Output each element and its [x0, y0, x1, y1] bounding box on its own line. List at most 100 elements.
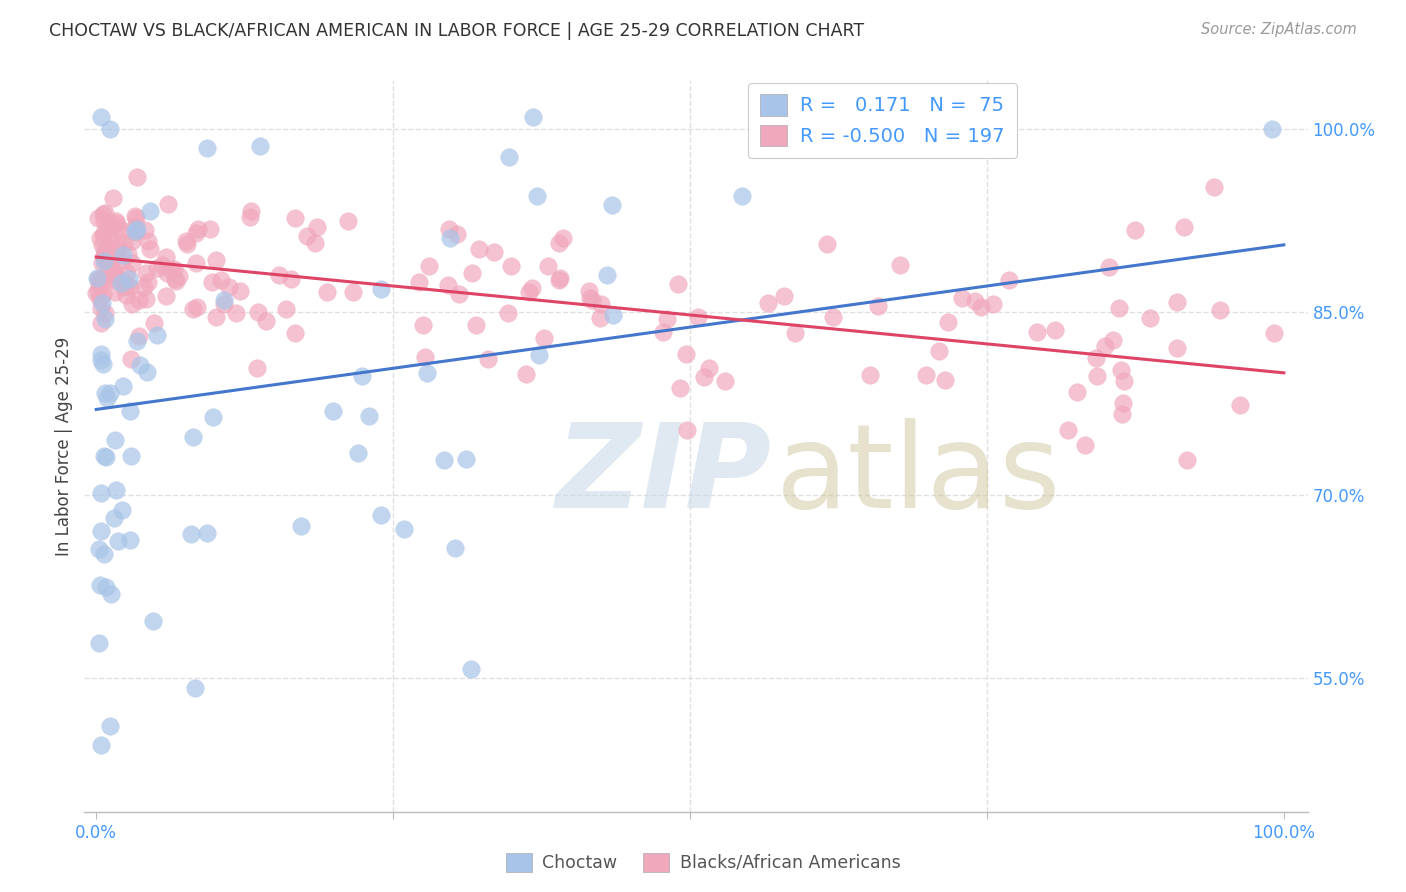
Point	[111, 254, 134, 268]
Point	[1166, 341, 1188, 355]
Point	[89, 578, 111, 592]
Point	[93, 449, 115, 463]
Point	[89, 273, 111, 287]
Point	[290, 518, 312, 533]
Point	[499, 259, 522, 273]
Point	[408, 275, 430, 289]
Point	[578, 291, 600, 305]
Point	[115, 288, 138, 302]
Point	[142, 614, 165, 628]
Point	[87, 211, 110, 226]
Point	[394, 522, 416, 536]
Point	[124, 210, 146, 224]
Point	[1057, 423, 1080, 437]
Point	[93, 214, 115, 228]
Point	[111, 222, 134, 236]
Point	[675, 347, 697, 361]
Point	[581, 293, 603, 308]
Point	[1098, 260, 1121, 274]
Point	[316, 285, 339, 299]
Point	[304, 235, 326, 250]
Point	[94, 205, 117, 219]
Point	[110, 276, 132, 290]
Point	[176, 236, 198, 251]
Point	[269, 268, 291, 283]
Point	[205, 253, 228, 268]
Point	[198, 222, 221, 236]
Point	[1066, 384, 1088, 399]
Point	[93, 357, 115, 371]
Point	[437, 222, 460, 236]
Point	[98, 254, 121, 268]
Point	[1109, 363, 1132, 377]
Point	[104, 433, 127, 447]
Point	[418, 259, 440, 273]
Point	[94, 244, 117, 258]
Point	[676, 423, 699, 437]
Point	[730, 189, 752, 203]
Point	[104, 213, 127, 227]
Point	[90, 316, 112, 330]
Point	[467, 243, 489, 257]
Point	[86, 271, 108, 285]
Point	[180, 526, 202, 541]
Point	[370, 508, 392, 523]
Point	[950, 291, 973, 305]
Point	[482, 245, 505, 260]
Point	[186, 226, 208, 240]
Point	[112, 236, 135, 251]
Point	[1173, 220, 1195, 235]
Point	[889, 258, 911, 272]
Point	[1123, 222, 1146, 236]
Point	[548, 273, 571, 287]
Point	[163, 262, 186, 277]
Point	[246, 305, 269, 319]
Point	[280, 272, 302, 286]
Point	[209, 273, 232, 287]
Point	[125, 169, 148, 184]
Point	[970, 301, 993, 315]
Point	[254, 313, 277, 327]
Point	[155, 289, 177, 303]
Point	[697, 360, 720, 375]
Point	[858, 368, 880, 383]
Point	[93, 227, 115, 241]
Point	[98, 719, 121, 733]
Point	[181, 302, 204, 317]
Point	[125, 211, 148, 226]
Point	[439, 231, 461, 245]
Point	[90, 486, 112, 500]
Point	[94, 312, 117, 326]
Point	[591, 296, 613, 310]
Point	[1229, 398, 1251, 412]
Point	[415, 367, 437, 381]
Point	[121, 234, 143, 248]
Point	[97, 260, 120, 275]
Point	[139, 203, 162, 218]
Point	[118, 533, 141, 547]
Point	[117, 246, 139, 260]
Point	[981, 297, 1004, 311]
Point	[97, 215, 120, 229]
Legend: Choctaw, Blacks/African Americans: Choctaw, Blacks/African Americans	[499, 846, 907, 879]
Point	[112, 379, 135, 393]
Point	[1263, 326, 1285, 340]
Point	[284, 211, 307, 226]
Point	[218, 280, 240, 294]
Point	[212, 293, 235, 307]
Point	[1166, 295, 1188, 310]
Point	[246, 360, 269, 375]
Point	[437, 278, 460, 293]
Point	[1261, 122, 1284, 136]
Point	[169, 268, 191, 283]
Point	[124, 220, 146, 235]
Point	[866, 299, 889, 313]
Point	[104, 285, 127, 299]
Point	[120, 404, 142, 418]
Point	[90, 738, 112, 752]
Point	[756, 295, 779, 310]
Point	[496, 306, 519, 320]
Point	[90, 110, 112, 124]
Point	[135, 292, 157, 306]
Point	[117, 272, 139, 286]
